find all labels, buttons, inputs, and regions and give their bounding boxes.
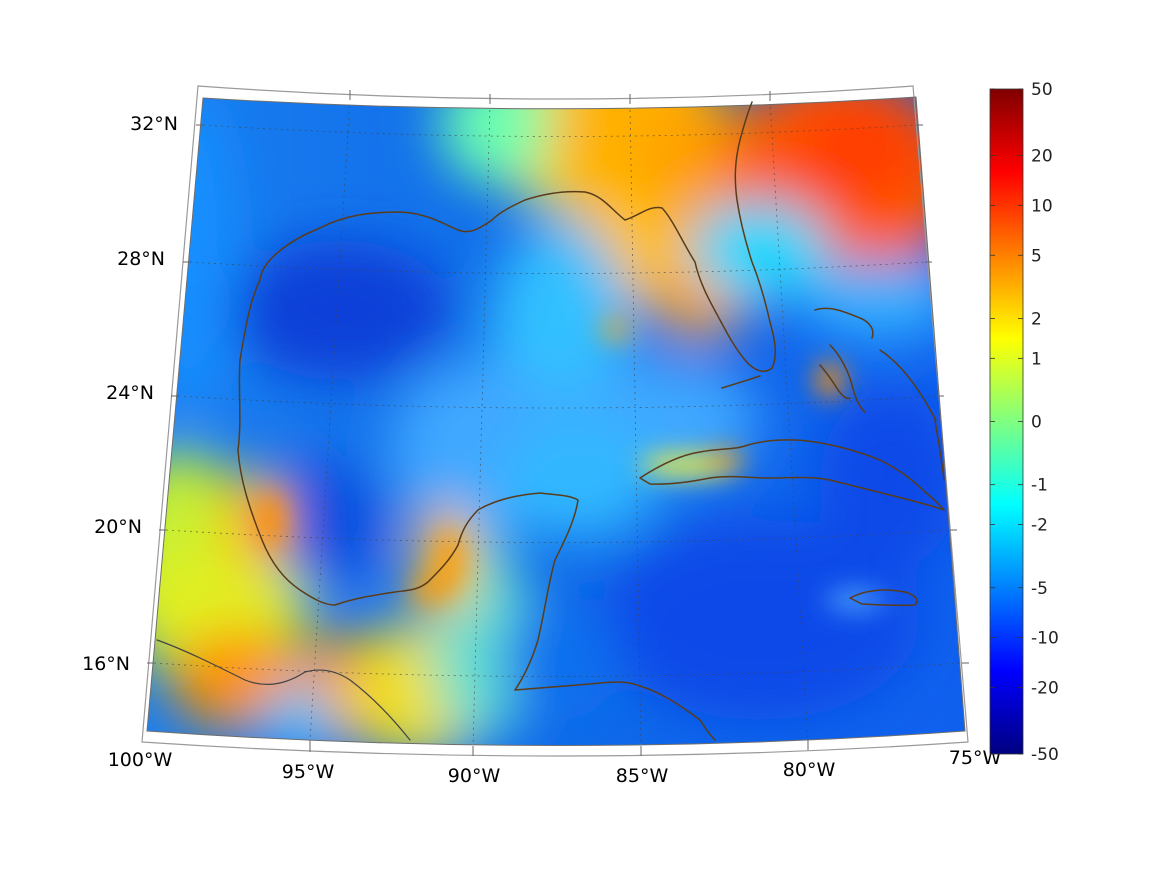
colorbar-tick-label: 2: [1031, 309, 1042, 329]
central-america-coast: [514, 681, 716, 741]
gulf-coast-west-mexico: [237, 279, 579, 691]
hispaniola-edge: [934, 419, 945, 481]
lon-label-100w: 100°W: [108, 749, 173, 771]
lat-label-24n: 24°N: [106, 382, 154, 404]
colorbar-tick-label: 0: [1031, 413, 1042, 433]
graticule: [153, 99, 963, 746]
colorbar-tick-label: -1: [1031, 476, 1048, 496]
lon-label-95w: 95°W: [282, 761, 335, 783]
lat-label-20n: 20°N: [94, 516, 142, 538]
bahamas: [814, 307, 937, 421]
colorbar-tick-label: 5: [1031, 246, 1042, 266]
lat-label-32n: 32°N: [130, 113, 178, 135]
data-field: [147, 97, 965, 746]
colorbar-tick-label: 10: [1031, 196, 1053, 216]
colorbar-tick-label: -5: [1031, 579, 1048, 599]
lon-label-90w: 90°W: [448, 765, 501, 787]
frame-ticks: [147, 90, 969, 756]
cuba: [639, 439, 945, 511]
gulf-coast-west-north: [259, 101, 777, 373]
coastlines: [156, 101, 945, 741]
longitude-labels: 100°W 95°W 90°W 85°W 80°W 75°W: [108, 747, 1002, 787]
colorbar-tick-label: 20: [1031, 147, 1053, 167]
colorbar-tick-label: -20: [1031, 679, 1059, 699]
colorbar-tick-label: 1: [1031, 349, 1042, 369]
jamaica: [849, 589, 918, 607]
map-frame: [141, 85, 969, 757]
lon-label-85w: 85°W: [616, 765, 669, 787]
latitude-labels: 32°N 28°N 24°N 20°N 16°N: [82, 113, 178, 675]
lon-label-75w: 75°W: [949, 747, 1002, 769]
colorbar-bar: [989, 88, 1024, 755]
lat-label-28n: 28°N: [117, 248, 165, 270]
colorbar-tick-label: -50: [1031, 745, 1059, 765]
colorbar-tick-label: -2: [1031, 516, 1048, 536]
lat-label-16n: 16°N: [82, 653, 130, 675]
colorbar-tick-label: -10: [1031, 629, 1059, 649]
colorbar-tick-label: 50: [1031, 80, 1053, 100]
florida-keys: [721, 375, 761, 389]
pacific-coast: [156, 639, 411, 741]
lon-label-80w: 80°W: [783, 759, 836, 781]
